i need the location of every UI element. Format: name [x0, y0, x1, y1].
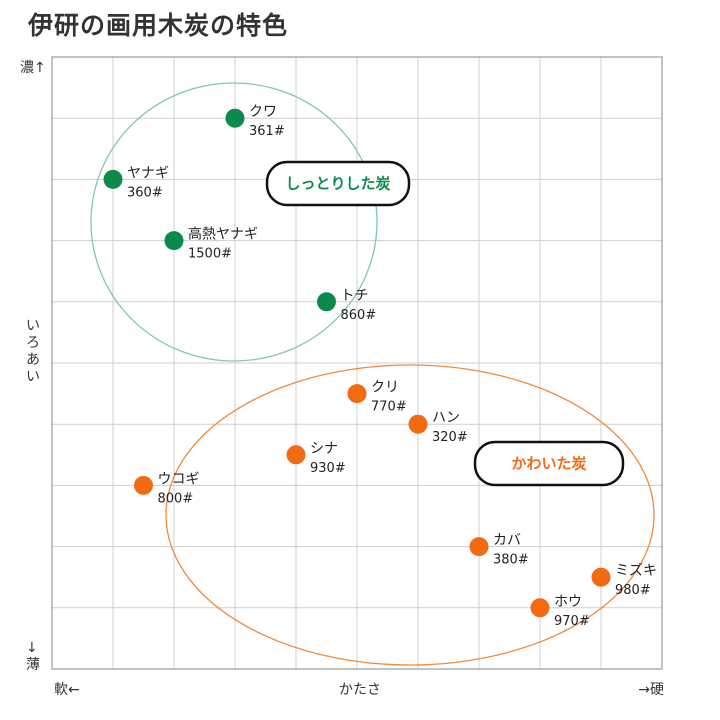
data-point-name: クリ	[371, 380, 399, 396]
x-axis-label: かたさ	[339, 682, 381, 698]
x-right-label: →硬	[638, 682, 664, 698]
group-rings	[90, 82, 655, 666]
data-point-marker	[469, 537, 489, 557]
data-point-name: シナ	[310, 441, 338, 457]
data-point: トチ 860#	[317, 288, 376, 323]
points: クワ 361# ヤナギ 360# 高熱ヤナギ 1500# トチ 860# クリ 770# ハン 320…	[103, 104, 657, 629]
data-point-code: 320#	[432, 430, 468, 445]
data-point-name: カバ	[493, 533, 521, 549]
data-point: ミズキ 980#	[591, 563, 657, 598]
y-axis-label: いろあい	[26, 318, 40, 385]
data-point-name: ヤナギ	[127, 165, 169, 181]
data-point-marker	[347, 384, 367, 404]
data-point: シナ 930#	[286, 441, 346, 476]
data-point-code: 380#	[493, 553, 529, 568]
data-point-code: 800#	[158, 491, 194, 506]
data-point-code: 360#	[127, 185, 163, 200]
group-badge: かわいた炭	[473, 440, 625, 487]
data-point-marker	[134, 475, 153, 495]
y-bottom-label: ↓薄	[26, 640, 40, 673]
grid	[52, 57, 662, 669]
data-point: カバ 380#	[469, 533, 529, 568]
data-point: クリ 770#	[347, 380, 407, 415]
data-point-name: クワ	[249, 104, 277, 120]
group-badge-label: しっとりした炭	[285, 175, 390, 193]
group-badge: しっとりした炭	[265, 160, 411, 207]
data-point-marker	[317, 292, 336, 312]
data-point-marker	[225, 108, 245, 128]
group-ring-dry	[165, 364, 655, 666]
data-point-marker	[530, 598, 550, 618]
data-point-marker	[164, 231, 184, 251]
data-point-code: 1500#	[188, 247, 232, 262]
data-point-name: ハン	[432, 410, 460, 426]
data-point-marker	[103, 169, 123, 189]
data-point-code: 980#	[615, 583, 651, 598]
data-point: ハン 320#	[408, 410, 468, 445]
plot-frame	[51, 56, 663, 670]
data-point-marker	[286, 445, 306, 465]
data-point-code: 361#	[249, 124, 285, 139]
data-point-name: ウコギ	[158, 471, 200, 487]
data-point-name: トチ	[341, 288, 369, 304]
chart-title: 伊研の画用木炭の特色	[28, 11, 289, 40]
data-point-code: 860#	[341, 308, 377, 323]
data-point-code: 770#	[371, 400, 407, 415]
group-badge-frame	[265, 160, 411, 207]
group-badge-label: かわいた炭	[511, 455, 586, 473]
data-point-name: ミズキ	[615, 563, 657, 579]
data-point: クワ 361#	[225, 104, 285, 139]
data-point: ウコギ 800#	[134, 471, 200, 506]
data-point-code: 970#	[554, 614, 590, 629]
data-point: ヤナギ 360#	[103, 165, 169, 200]
group-badge-frame	[473, 440, 625, 487]
data-point: ホウ 970#	[530, 594, 590, 629]
data-point-marker	[591, 567, 611, 587]
data-point-name: 高熱ヤナギ	[188, 226, 258, 243]
data-point-code: 930#	[310, 461, 346, 476]
data-point-name: ホウ	[554, 594, 582, 610]
group-ring-moist	[90, 82, 378, 362]
y-top-label: 濃↑	[20, 60, 46, 76]
x-left-label: 軟←	[54, 682, 80, 698]
data-point-marker	[408, 414, 428, 434]
data-point: 高熱ヤナギ 1500#	[164, 226, 258, 262]
